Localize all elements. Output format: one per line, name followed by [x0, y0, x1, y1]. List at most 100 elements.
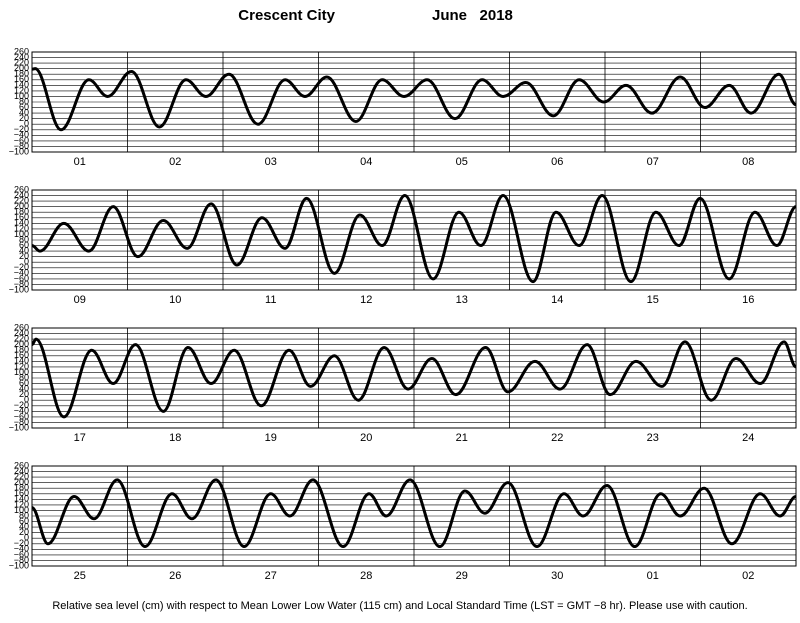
y-tick-label: −40	[14, 130, 29, 140]
y-tick-label: 260	[14, 322, 29, 332]
day-label: 01	[74, 156, 86, 168]
y-tick-label: 120	[14, 85, 29, 95]
y-tick-label: −20	[14, 262, 29, 272]
day-label: 05	[456, 156, 468, 168]
day-label: 12	[360, 294, 372, 306]
day-label: 02	[742, 570, 754, 582]
y-tick-label: −60	[14, 135, 29, 145]
y-tick-label: 0	[24, 533, 29, 543]
day-label: 14	[551, 294, 563, 306]
y-tick-label: 40	[19, 245, 29, 255]
y-tick-label: 180	[14, 345, 29, 355]
y-tick-label: 140	[14, 356, 29, 366]
y-tick-label: 260	[14, 184, 29, 194]
y-tick-label: −80	[14, 417, 29, 427]
y-tick-label: 240	[14, 190, 29, 200]
y-tick-label: 200	[14, 63, 29, 73]
day-label: 01	[647, 570, 659, 582]
y-tick-label: −60	[14, 273, 29, 283]
y-tick-label: 180	[14, 207, 29, 217]
y-tick-label: 20	[19, 113, 29, 123]
panel-frame	[31, 327, 797, 429]
y-tick-label: 180	[14, 483, 29, 493]
y-tick-label: 240	[14, 466, 29, 476]
day-label: 26	[169, 570, 181, 582]
y-tick-label: 160	[14, 212, 29, 222]
y-tick-label: 40	[19, 383, 29, 393]
y-tick-label: 80	[19, 96, 29, 106]
y-tick-label: 100	[14, 229, 29, 239]
y-tick-label: 40	[19, 521, 29, 531]
y-tick-label: 60	[19, 378, 29, 388]
y-tick-label: 0	[24, 119, 29, 129]
day-label: 06	[551, 156, 563, 168]
day-label: 07	[647, 156, 659, 168]
y-tick-label: 260	[14, 460, 29, 470]
y-tick-label: 0	[24, 257, 29, 267]
day-label: 30	[551, 570, 563, 582]
y-tick-label: 140	[14, 80, 29, 90]
y-tick-label: 60	[19, 516, 29, 526]
chart-month: June 2018	[432, 7, 513, 24]
day-label: 28	[360, 570, 372, 582]
y-tick-label: −100	[9, 422, 29, 432]
day-label: 13	[456, 294, 468, 306]
y-tick-label: 100	[14, 367, 29, 377]
tide-line	[31, 67, 797, 132]
y-tick-label: 80	[19, 372, 29, 382]
day-label: 29	[456, 570, 468, 582]
y-tick-label: 220	[14, 57, 29, 67]
panel-frame	[31, 189, 797, 291]
y-tick-label: −20	[14, 538, 29, 548]
y-tick-label: −40	[14, 544, 29, 554]
y-tick-label: 260	[14, 46, 29, 56]
day-label: 20	[360, 432, 372, 444]
day-label: 25	[74, 570, 86, 582]
y-tick-label: 100	[14, 91, 29, 101]
y-tick-label: 80	[19, 234, 29, 244]
y-tick-label: 80	[19, 510, 29, 520]
day-label: 24	[742, 432, 754, 444]
day-label: 19	[265, 432, 277, 444]
y-tick-label: 100	[14, 505, 29, 515]
y-tick-label: −20	[14, 400, 29, 410]
day-label: 11	[265, 294, 276, 306]
day-label: 27	[265, 570, 277, 582]
y-tick-label: 200	[14, 201, 29, 211]
y-tick-label: 60	[19, 240, 29, 250]
y-tick-label: 240	[14, 52, 29, 62]
y-tick-label: −60	[14, 549, 29, 559]
y-tick-label: 160	[14, 488, 29, 498]
y-tick-label: −100	[9, 284, 29, 294]
y-tick-label: 200	[14, 477, 29, 487]
day-label: 23	[647, 432, 659, 444]
day-label: 02	[169, 156, 181, 168]
y-tick-label: −100	[9, 560, 29, 570]
y-tick-label: 240	[14, 328, 29, 338]
y-tick-label: −20	[14, 124, 29, 134]
tide-line	[31, 194, 797, 284]
y-tick-label: −40	[14, 406, 29, 416]
day-label: 09	[74, 294, 86, 306]
day-label: 21	[456, 432, 468, 444]
day-label: 03	[265, 156, 277, 168]
y-tick-label: 0	[24, 395, 29, 405]
y-tick-label: −40	[14, 268, 29, 278]
panel-frame	[31, 465, 797, 567]
y-tick-label: 120	[14, 499, 29, 509]
y-tick-label: 140	[14, 218, 29, 228]
tide-line	[31, 337, 797, 419]
tide-line	[31, 478, 797, 549]
y-tick-label: 200	[14, 339, 29, 349]
y-tick-label: 20	[19, 389, 29, 399]
y-tick-label: 220	[14, 471, 29, 481]
y-tick-label: 20	[19, 527, 29, 537]
y-tick-label: −80	[14, 555, 29, 565]
y-tick-label: −60	[14, 411, 29, 421]
y-tick-label: 40	[19, 107, 29, 117]
day-label: 15	[647, 294, 659, 306]
day-label: 16	[742, 294, 754, 306]
y-tick-label: 20	[19, 251, 29, 261]
y-tick-label: −80	[14, 141, 29, 151]
